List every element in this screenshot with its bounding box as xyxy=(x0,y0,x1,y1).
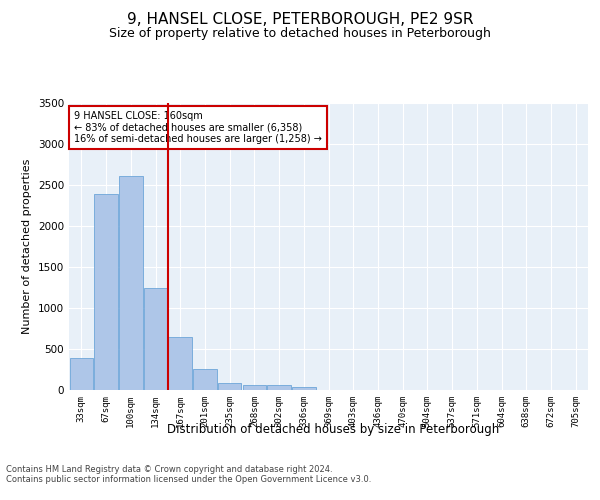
Bar xyxy=(268,386,291,390)
Bar xyxy=(119,176,143,390)
Text: Distribution of detached houses by size in Peterborough: Distribution of detached houses by size … xyxy=(167,422,499,436)
Bar xyxy=(169,336,192,390)
Bar xyxy=(94,194,118,390)
Bar xyxy=(242,386,266,390)
Text: 9 HANSEL CLOSE: 160sqm
← 83% of detached houses are smaller (6,358)
16% of semi-: 9 HANSEL CLOSE: 160sqm ← 83% of detached… xyxy=(74,111,322,144)
Bar xyxy=(218,382,241,390)
Bar xyxy=(193,368,217,390)
Bar xyxy=(144,288,167,390)
Bar xyxy=(292,387,316,390)
Bar xyxy=(70,358,93,390)
Text: 9, HANSEL CLOSE, PETERBOROUGH, PE2 9SR: 9, HANSEL CLOSE, PETERBOROUGH, PE2 9SR xyxy=(127,12,473,28)
Text: Size of property relative to detached houses in Peterborough: Size of property relative to detached ho… xyxy=(109,28,491,40)
Y-axis label: Number of detached properties: Number of detached properties xyxy=(22,158,32,334)
Text: Contains HM Land Registry data © Crown copyright and database right 2024.
Contai: Contains HM Land Registry data © Crown c… xyxy=(6,465,371,484)
